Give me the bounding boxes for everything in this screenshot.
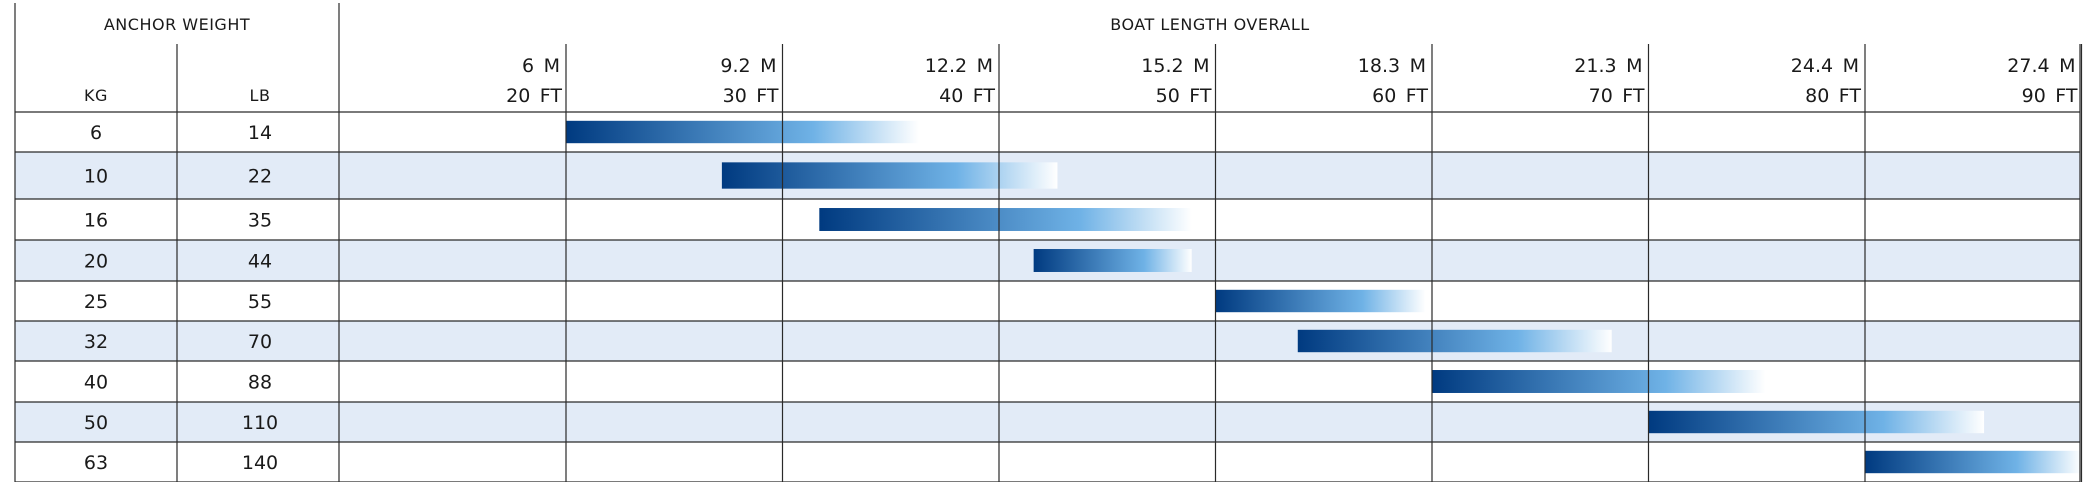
length-range-bar: [1033, 249, 1192, 272]
kg-column-header: KG: [84, 86, 108, 105]
tick-label-feet: 60 FT: [1372, 85, 1428, 107]
bars: [566, 120, 2082, 474]
lb-value: 88: [248, 372, 272, 394]
kg-value: 40: [84, 372, 108, 394]
lb-value: 14: [248, 122, 272, 144]
row-backgrounds: [15, 152, 2080, 442]
tick-label-feet: 90 FT: [2022, 85, 2078, 107]
kg-value: 6: [90, 122, 102, 144]
kg-value: 32: [84, 331, 108, 353]
kg-value: 63: [84, 452, 108, 474]
weight-cells: 6 14 10 22 16 35 20 44 25 55 32 70 40 88 50 110 63 140: [84, 122, 278, 474]
lb-value: 55: [248, 291, 272, 313]
tick-label-meters: 6 M: [522, 55, 560, 77]
tick-label-feet: 20 FT: [506, 85, 562, 107]
tick-label-feet: 50 FT: [1156, 85, 1212, 107]
lb-value: 70: [248, 331, 272, 353]
length-range-bar: [1432, 370, 1766, 393]
lb-value: 140: [242, 452, 278, 474]
tick-label-meters: 24.4 M: [1791, 55, 1859, 77]
tick-label-meters: 18.3 M: [1358, 55, 1426, 77]
kg-value: 20: [84, 251, 108, 273]
lb-value: 110: [242, 412, 278, 434]
row-background: [15, 321, 2080, 361]
tick-label-meters: 9.2 M: [720, 55, 776, 77]
tick-label-feet: 80 FT: [1805, 85, 1861, 107]
tick-label-meters: 15.2 M: [1141, 55, 1209, 77]
anchor-weight-header: ANCHOR WEIGHT: [104, 15, 250, 34]
tick-label-feet: 30 FT: [723, 85, 779, 107]
kg-value: 16: [84, 210, 108, 232]
boat-length-header: BOAT LENGTH OVERALL: [1110, 15, 1309, 34]
length-range-bar: [1215, 289, 1426, 313]
lb-column-header: LB: [250, 86, 271, 105]
length-range-bar: [721, 162, 1058, 189]
gridlines: [14, 3, 2083, 482]
tick-label-meters: 21.3 M: [1574, 55, 1642, 77]
tick-label-meters: 12.2 M: [925, 55, 993, 77]
lb-value: 44: [248, 251, 272, 273]
length-range-bar: [1297, 329, 1612, 353]
lb-value: 22: [248, 166, 272, 188]
x-axis-tick-labels: 6 M 20 FT 9.2 M 30 FT 12.2 M 40 FT 15.2 M 50 FT…: [506, 55, 2078, 107]
length-range-bar: [1648, 410, 1985, 434]
length-range-bar: [566, 120, 919, 144]
tick-label-feet: 40 FT: [939, 85, 995, 107]
tick-label-feet: 70 FT: [1589, 85, 1645, 107]
kg-value: 25: [84, 291, 108, 313]
lb-value: 35: [248, 210, 272, 232]
tick-label-meters: 27.4 M: [2007, 55, 2075, 77]
length-range-bar: [819, 208, 1192, 231]
kg-value: 50: [84, 412, 108, 434]
table-header: ANCHOR WEIGHT BOAT LENGTH OVERALL KG LB: [84, 15, 1309, 105]
length-range-bar: [1865, 450, 2082, 474]
kg-value: 10: [84, 166, 108, 188]
